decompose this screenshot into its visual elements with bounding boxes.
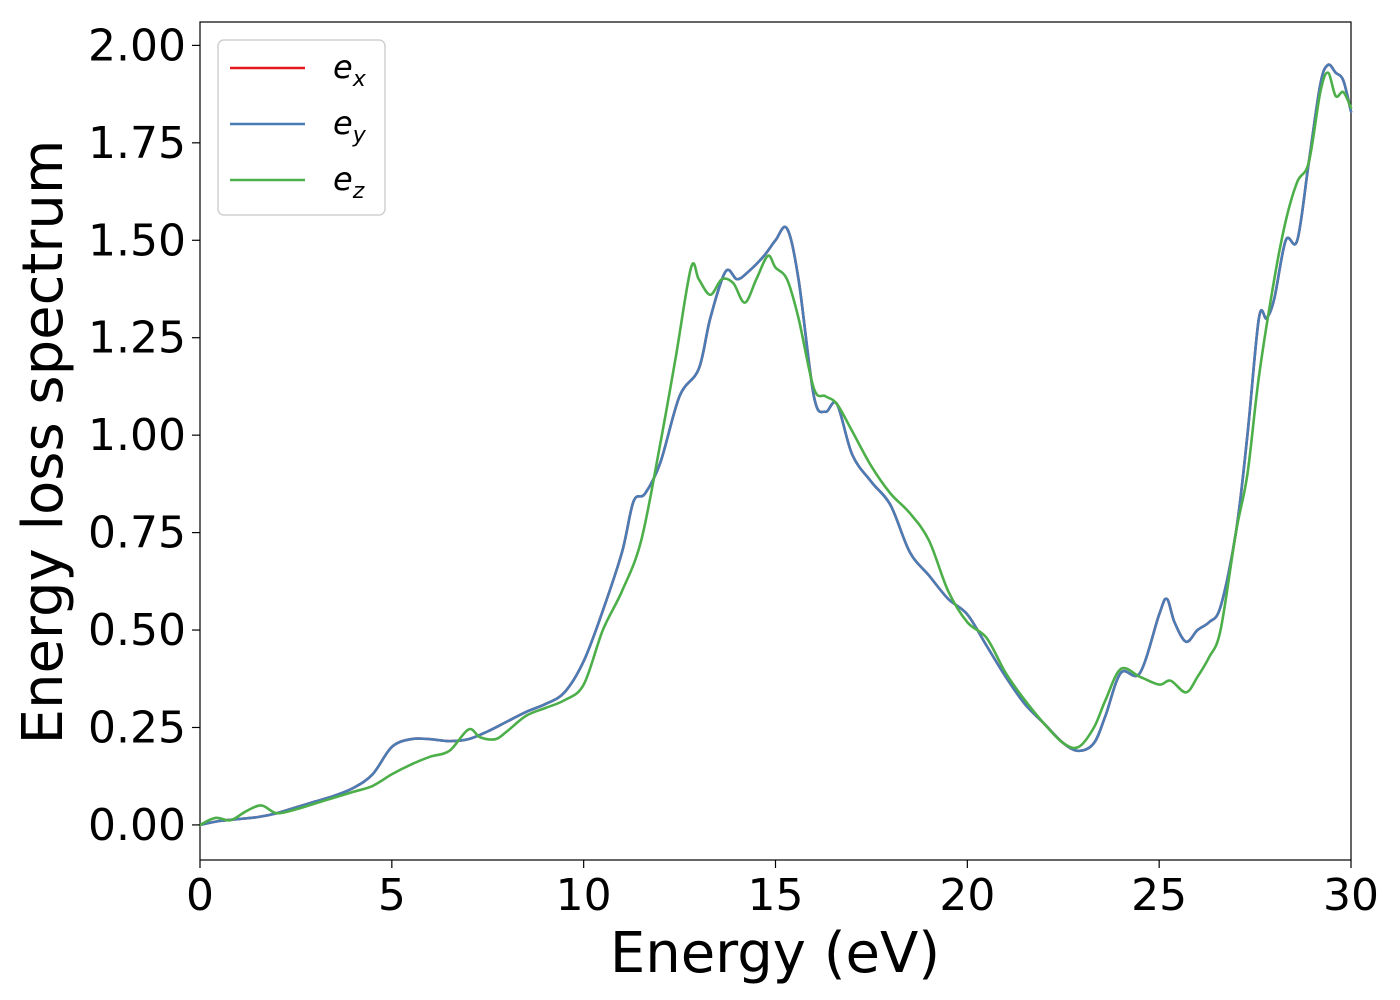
x-tick-label: 10 — [556, 870, 612, 921]
x-tick-label: 0 — [186, 870, 214, 921]
y-tick-label: 0.50 — [88, 605, 186, 656]
x-tick-label: 20 — [939, 870, 995, 921]
y-tick-label: 1.50 — [88, 215, 186, 266]
x-tick-label: 5 — [378, 870, 406, 921]
series-line-z — [198, 71, 1353, 827]
x-tick-label: 15 — [748, 870, 804, 921]
y-tick-label: 1.00 — [88, 410, 186, 461]
x-tick-label: 25 — [1131, 870, 1187, 921]
y-tick-label: 2.00 — [88, 20, 186, 71]
x-axis-label: Energy (eV) — [610, 921, 940, 986]
legend-box — [217, 39, 386, 216]
x-axis-ticks: 0 5 10 15 20 25 30 — [186, 860, 1379, 921]
y-axis-ticks: 0.00 0.25 0.50 0.75 1.00 1.25 1.50 1.75 2.00 — [88, 20, 200, 851]
y-tick-label: 0.75 — [88, 508, 186, 559]
y-tick-label: 1.25 — [88, 313, 186, 364]
series-layer — [198, 63, 1353, 827]
y-tick-label: 1.75 — [88, 118, 186, 169]
x-tick-label: 30 — [1323, 870, 1379, 921]
y-tick-label: 0.25 — [88, 702, 186, 753]
y-axis-label: Energy loss spectrum — [11, 140, 76, 745]
y-tick-label: 0.00 — [88, 800, 186, 851]
